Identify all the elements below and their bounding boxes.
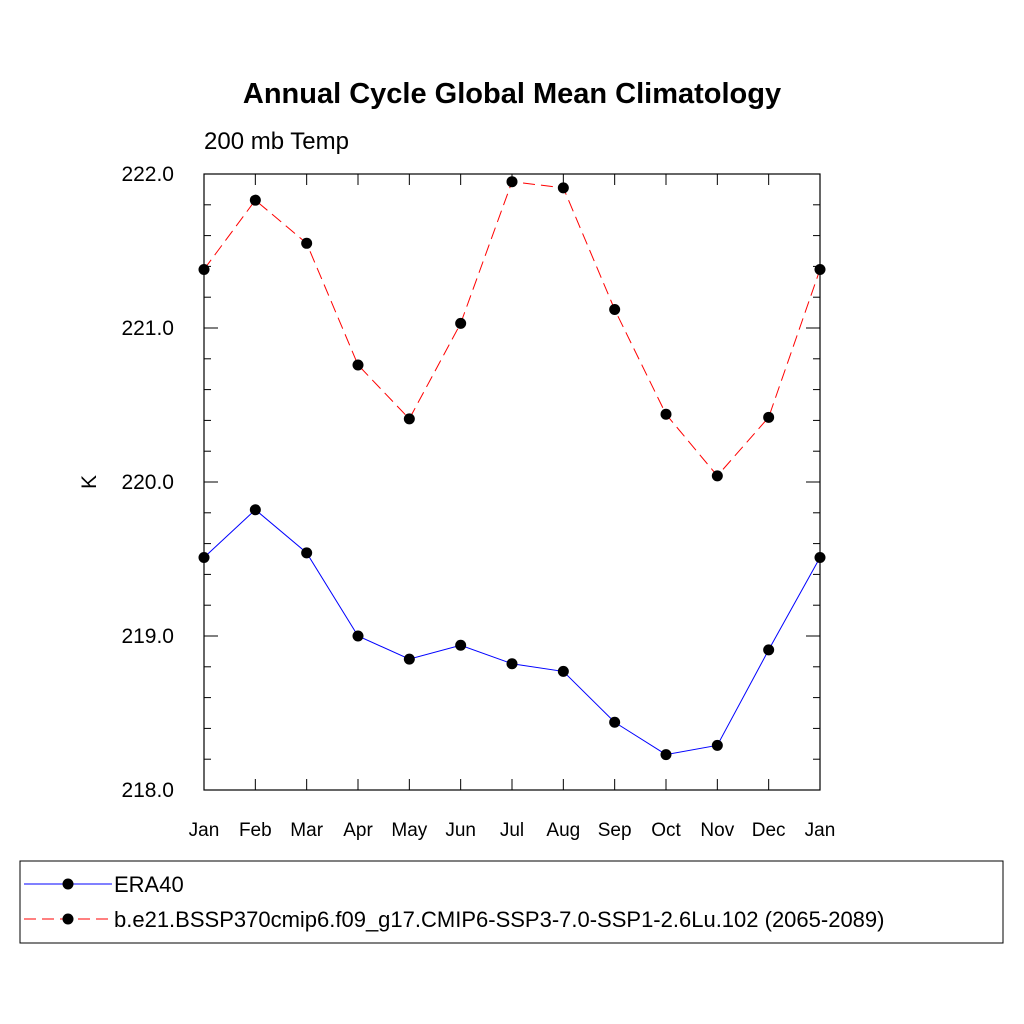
series-layer [198, 176, 826, 761]
series-2-point [763, 411, 775, 423]
series-1-point [506, 658, 518, 670]
series-2-point [198, 263, 210, 275]
series-2-point [249, 194, 261, 206]
x-tick-label: Jul [500, 820, 524, 841]
y-tick-label: 218.0 [121, 779, 174, 802]
x-tick-label: May [391, 820, 427, 841]
series-2-point [711, 470, 723, 482]
series-1-point [557, 665, 569, 677]
x-tick-label: Sep [598, 820, 632, 841]
series-2-point [609, 304, 621, 316]
x-tick-label: Apr [343, 820, 373, 841]
y-tick-label: 220.0 [121, 471, 174, 494]
series-2-point [660, 408, 672, 420]
series-line-1 [203, 509, 821, 756]
x-tick-label: Feb [239, 820, 272, 841]
y-tick-label: 221.0 [121, 317, 174, 340]
series-1-point [403, 653, 415, 665]
series-2-point [506, 176, 518, 188]
y-tick-label: 219.0 [121, 625, 174, 648]
axes: Jan Feb Mar Apr May Jun Jul Aug Sep Oct Nov Dec Jan 2… [121, 163, 835, 841]
series-2-point [352, 359, 364, 371]
series-1-point [301, 547, 313, 559]
x-tick-label: Aug [546, 820, 580, 841]
legend-items: ERA40 b.e21.BSSP370cmip6.f09_g17.CMIP6-SS… [24, 872, 884, 932]
series-2-point [557, 182, 569, 194]
x-tick-label: Nov [700, 820, 734, 841]
legend-marker-1 [62, 878, 74, 890]
series-1-point [660, 749, 672, 761]
series-1-point [814, 551, 826, 563]
legend-label-2: b.e21.BSSP370cmip6.f09_g17.CMIP6-SSP3-7.… [114, 907, 884, 932]
series-1-point [352, 630, 364, 642]
series-2-point [301, 237, 313, 249]
y-axis-label: K [78, 475, 101, 489]
series-1-point [198, 551, 210, 563]
series-2-point [814, 263, 826, 275]
legend-marker-2 [62, 913, 74, 925]
series-line-2 [203, 181, 821, 477]
series-1-point [609, 716, 621, 728]
x-tick-label: Dec [752, 820, 786, 841]
series-1-point [763, 644, 775, 656]
y-tick-label: 222.0 [121, 163, 174, 186]
x-tick-label: Oct [651, 820, 681, 841]
x-tick-label: Mar [290, 820, 323, 841]
legend-box [19, 860, 1004, 944]
legend-label-1: ERA40 [114, 872, 184, 897]
series-2-point [455, 317, 467, 329]
chart-subtitle: 200 mb Temp [204, 128, 349, 155]
series-1-point [711, 739, 723, 751]
plot-frame [203, 173, 821, 791]
chart-title: Annual Cycle Global Mean Climatology [243, 78, 781, 110]
series-1-point [455, 639, 467, 651]
series-2-point [403, 413, 415, 425]
series-1-point [249, 504, 261, 516]
x-tick-label: Jun [445, 820, 476, 841]
x-tick-label: Jan [189, 820, 220, 841]
x-tick-label: Jan [805, 820, 836, 841]
legend: ERA40 b.e21.BSSP370cmip6.f09_g17.CMIP6-SS… [19, 860, 1004, 944]
